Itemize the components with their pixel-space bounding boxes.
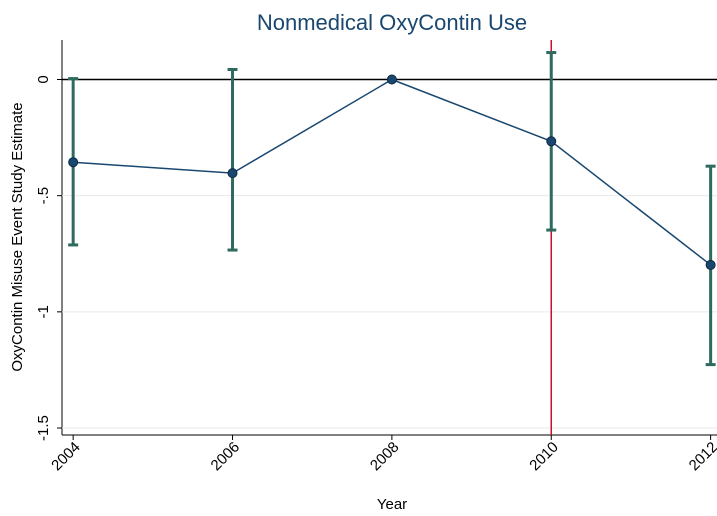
y-tick-label: -1 [35,305,52,318]
y-tick-label: -1.5 [35,415,52,441]
x-tick-label: 2008 [367,439,403,475]
series-line [73,78,712,266]
error-bar [227,68,238,252]
y-tick-label: 0 [35,75,52,83]
point [68,157,79,168]
x-tick-label: 2012 [686,439,717,475]
chart-title: Nonmedical OxyContin Use [257,10,527,35]
y-tick-label: -.5 [35,187,52,205]
y-axis-label: OxyContin Misuse Event Study Estimate [9,102,26,371]
x-axis-label: Year [377,496,407,513]
point [546,136,557,147]
point [227,168,238,179]
x-tick-label: 2006 [208,439,244,475]
x-tick-label: 2004 [48,439,84,475]
x-tick-label: 2010 [526,439,562,475]
point [705,259,716,270]
point [386,74,397,85]
